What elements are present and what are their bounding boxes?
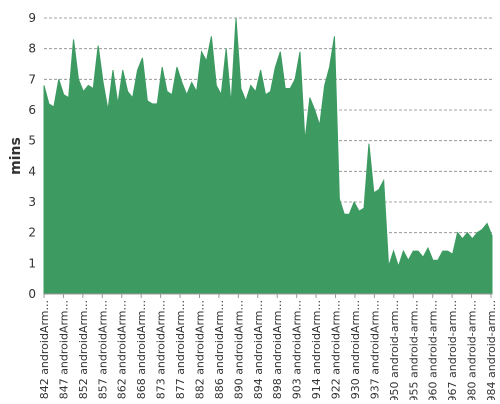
- y-tick-label: 5: [28, 134, 36, 148]
- x-tick-label: #877 androidArm...: [174, 300, 187, 400]
- y-tick-label: 0: [28, 287, 36, 301]
- x-tick-label: #847 androidArm...: [57, 300, 70, 400]
- x-tick-label: #898 androidArm...: [271, 300, 284, 400]
- area-series: [43, 17, 493, 295]
- x-tick-label: #937 androidArm...: [368, 300, 381, 400]
- x-tick-label: #914 androidArm...: [310, 300, 323, 400]
- x-tick-label: #873 androidArm...: [155, 300, 168, 400]
- y-tick-label: 6: [28, 103, 36, 117]
- x-tick-label: #955 android-arm...: [407, 300, 420, 400]
- x-tick-label: #857 androidArm...: [96, 300, 109, 400]
- y-tick-label: 3: [28, 195, 36, 209]
- x-tick-label: #967 android-arm...: [446, 300, 459, 400]
- area-fill: [43, 17, 493, 295]
- x-tick-labels: #842 androidArm... #847 androidArm... #852…: [38, 294, 498, 404]
- x-tick-label: #882 androidArm...: [193, 300, 206, 400]
- x-tick-label: #960 android-arm...: [427, 300, 440, 400]
- x-tick-label: #980 android-arm...: [466, 300, 479, 400]
- x-tick-label: #842 androidArm...: [38, 300, 51, 400]
- x-tick-label: #886 androidArm...: [213, 300, 226, 400]
- x-tick-label: #894 androidArm...: [252, 300, 265, 400]
- x-tick-label: #984 android-arm...: [485, 300, 498, 400]
- y-tick-label: 1: [28, 256, 36, 270]
- y-tick-label: 4: [28, 164, 36, 178]
- x-tick-label: #868 androidArm...: [135, 300, 148, 400]
- y-tick-labels: 0 1 2 3 4 5 6 7 8 9: [28, 11, 36, 301]
- x-tick-label: #852 androidArm...: [77, 300, 90, 400]
- y-tick-label: 7: [28, 72, 36, 86]
- x-tick-label: #903 androidArm...: [291, 300, 304, 400]
- x-tick-label: #930 androidArm...: [349, 300, 362, 400]
- y-tick-label: 2: [28, 226, 36, 240]
- x-tick-label: #950 android-arm...: [388, 300, 401, 400]
- y-axis-label: mins: [8, 137, 24, 175]
- x-tick-label: #922 androidArm...: [330, 300, 343, 400]
- x-tick-label: #862 androidArm...: [116, 300, 129, 400]
- y-tick-label: 8: [28, 42, 36, 56]
- y-tick-label: 9: [28, 11, 36, 25]
- x-tick-label: #890 androidArm...: [232, 300, 245, 400]
